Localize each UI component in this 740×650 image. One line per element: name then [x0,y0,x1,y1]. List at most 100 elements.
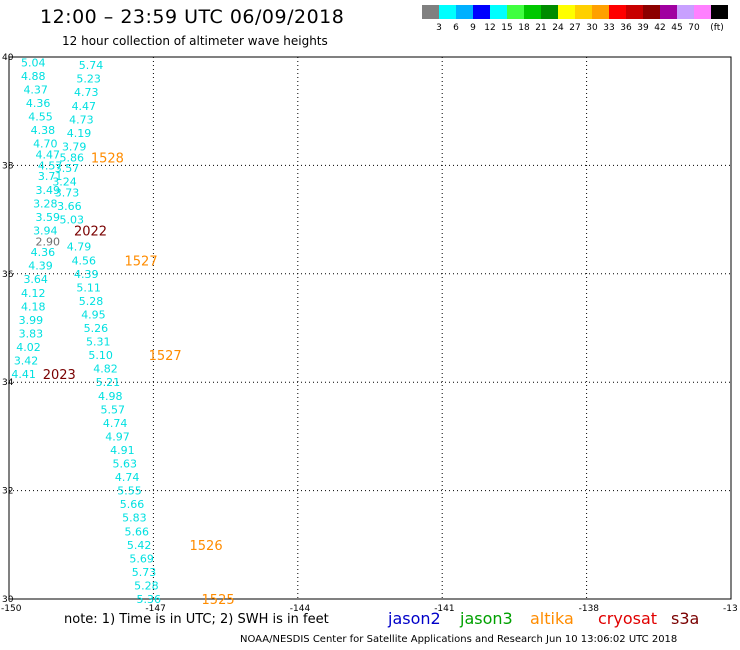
color-legend-label: 27 [569,23,581,33]
color-legend-label: 36 [620,23,632,33]
wave-height-label: 3.64 [23,273,48,286]
pass-time-label: 1527 [149,349,182,364]
color-legend-swatch [711,5,728,19]
longitude-tick-label: -141 [434,604,454,614]
wave-height-label: 4.02 [16,341,41,354]
wave-height-label: 5.21 [96,376,121,389]
wave-height-label: 4.70 [33,138,58,151]
satellite-legend-jason3: jason3 [460,609,513,628]
satellite-legend-altika: altika [530,609,574,628]
wave-height-label: 3.83 [19,327,44,340]
color-legend-label: 3 [436,23,442,33]
wave-height-label: 5.55 [117,485,142,498]
color-legend-swatch [422,5,439,19]
wave-height-label: 3.94 [33,224,58,237]
wave-height-label: 4.41 [11,368,36,381]
wave-height-label: 5.86 [60,151,85,164]
wave-height-label: 3.28 [33,197,58,210]
longitude-tick-label: -138 [579,604,600,614]
color-legend-swatch [609,5,626,19]
color-legend-label: 42 [654,23,666,33]
wave-height-label: 3.59 [35,211,60,224]
wave-height-label: 3.66 [57,200,81,213]
wave-height-label: 5.10 [88,349,113,362]
color-legend-swatch [558,5,575,19]
wave-height-label: 4.88 [21,70,46,83]
wave-height-label: 5.03 [60,214,85,227]
latitude-tick-label: 30 [2,595,14,605]
color-legend-swatch [592,5,609,19]
color-legend-swatch [524,5,541,19]
wave-height-label: 5.28 [79,295,104,308]
color-legend-swatch [694,5,711,19]
wave-height-label: 4.74 [115,471,140,484]
wave-height-label: 3.71 [38,170,63,183]
wave-height-label: 4.47 [35,149,60,162]
wave-height-label: 4.73 [69,113,94,126]
wave-height-label: 5.42 [127,539,152,552]
satellite-legend-cryosat: cryosat [598,609,658,628]
wave-height-label: 4.82 [93,363,118,376]
color-legend-swatch [490,5,507,19]
color-legend-swatch [541,5,558,19]
color-legend-swatch [660,5,677,19]
pass-time-label: 1528 [91,151,124,166]
pass-time-label: 1525 [202,593,235,608]
wave-height-label: 5.66 [120,498,145,511]
pass-time-label: 1526 [190,539,223,554]
color-legend-label: 12 [484,23,496,33]
wave-height-label: 4.19 [67,127,92,140]
wave-height-label: 3.42 [14,355,38,368]
wave-height-label: 4.95 [81,308,106,321]
wave-height-label: 5.36 [137,593,162,606]
color-legend-label: 39 [637,23,649,33]
color-legend-label: 18 [518,23,530,33]
color-legend-label: 70 [688,23,700,33]
color-legend-label: 6 [453,23,459,33]
latitude-tick-label: 32 [2,487,13,497]
wave-height-label: 5.66 [125,525,149,538]
color-legend-label: 45 [671,23,683,33]
footer-credit: NOAA/NESDIS Center for Satellite Applica… [240,634,678,645]
wave-height-label: 5.74 [79,59,104,72]
color-legend-swatch [643,5,660,19]
wave-height-label: 3.99 [19,314,44,327]
color-legend-swatch [626,5,643,19]
longitude-tick-label: -144 [290,604,311,614]
wave-height-label: 5.73 [132,566,157,579]
wave-height-label: 3.73 [55,187,80,200]
wave-height-label: 5.23 [76,73,101,86]
map-subtitle: 12 hour collection of altimeter wave hei… [62,34,328,48]
latitude-tick-label: 36 [2,270,14,280]
wave-height-label: 4.55 [28,111,53,124]
wave-height-label: 4.36 [31,246,56,259]
wave-height-label: 4.73 [74,86,99,99]
color-legend-label: 33 [603,23,615,33]
color-legend-unit: (ft) [710,23,724,33]
wave-height-label: 5.04 [21,56,46,69]
wave-height-label: 2.90 [35,235,60,248]
pass-time-label: 2023 [43,368,76,383]
latitude-tick-label: 38 [2,161,14,171]
wave-height-label: 5.83 [122,512,147,525]
units-note: note: 1) Time is in UTC; 2) SWH is in fe… [64,612,329,627]
satellite-legend-jason2: jason2 [388,609,441,628]
longitude-tick-label: -147 [145,604,165,614]
color-legend-swatch [575,5,592,19]
color-legend-swatch [456,5,473,19]
wave-height-label: 5.57 [100,403,125,416]
wave-height-label: 5.69 [129,552,154,565]
wave-height-label: 4.56 [72,254,97,267]
longitude-tick-label: -13 [723,604,738,614]
wave-height-label: 4.39 [28,260,53,273]
wave-height-label: 5.11 [76,281,101,294]
longitude-tick-label: -150 [1,604,22,614]
color-legend-swatch [507,5,524,19]
color-legend-label: 21 [535,23,547,33]
map-frame [8,56,732,600]
color-legend-label: 30 [586,23,598,33]
pass-time-label: 2022 [74,224,107,239]
latitude-tick-label: 40 [2,53,14,63]
wave-height-label: 4.18 [21,300,46,313]
